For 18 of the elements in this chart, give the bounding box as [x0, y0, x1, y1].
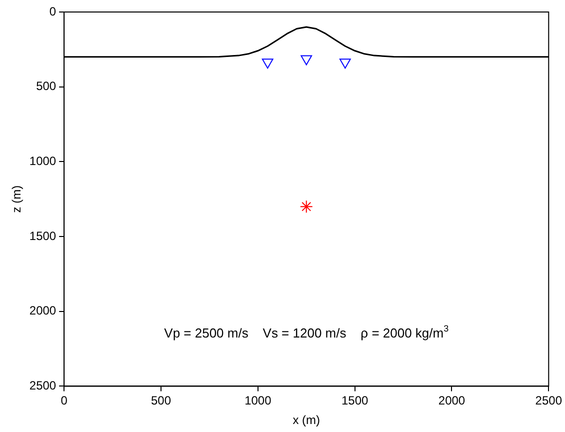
point — [300, 55, 312, 66]
x-tick-label: 0 — [60, 394, 68, 408]
x-tick-label: 2000 — [438, 394, 466, 408]
x-axis-title: x (m) — [292, 413, 320, 428]
x-tick-label: 2500 — [535, 394, 562, 408]
point — [262, 58, 274, 69]
point — [339, 58, 351, 69]
x-tick-label: 500 — [150, 394, 172, 408]
y-tick-label: 500 — [36, 79, 56, 94]
y-axis-title: z (m) — [10, 185, 24, 213]
y-tick-label: 0 — [49, 4, 56, 18]
y-tick-label: 2000 — [29, 304, 56, 318]
x-tick-label: 1500 — [341, 394, 368, 408]
y-tick-label: 1000 — [29, 154, 56, 168]
y-tick-label: 1500 — [29, 228, 56, 243]
y-tick-label: 2500 — [29, 378, 56, 393]
x-tick-label: 1000 — [244, 394, 272, 408]
point — [300, 200, 313, 214]
